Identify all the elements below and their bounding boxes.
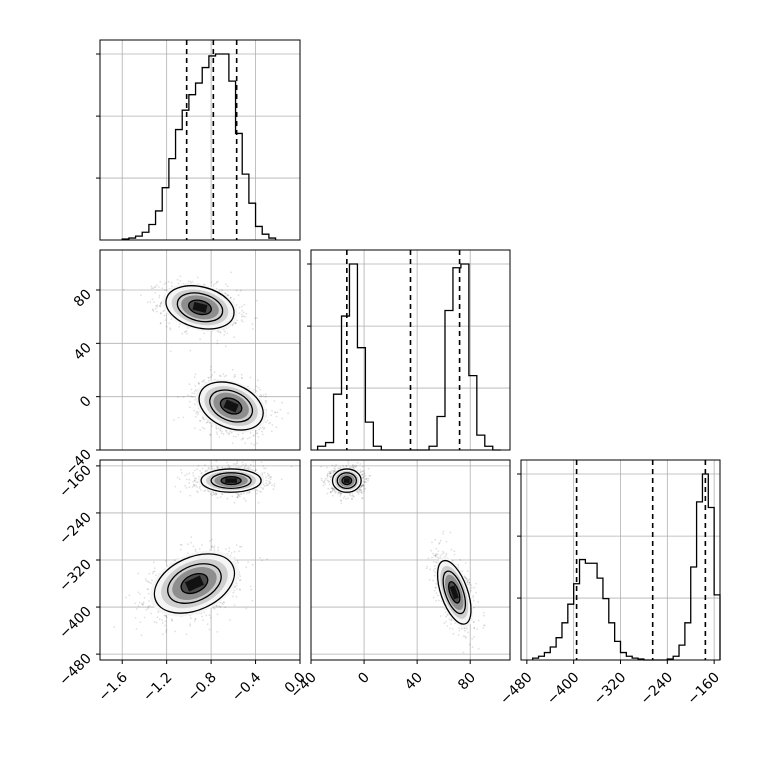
- x-tick-label: 40: [402, 670, 426, 694]
- axes-frame: [310, 459, 511, 661]
- contour-line: [436, 559, 472, 625]
- density-core: [184, 575, 205, 592]
- contour-line: [210, 472, 252, 489]
- x-tick-label: 80: [455, 670, 479, 694]
- contour-line: [167, 563, 222, 604]
- density-panel-0-2: [99, 459, 301, 661]
- contour-line: [331, 468, 362, 493]
- x-tick-label: −0.4: [229, 669, 264, 704]
- contour-line: [188, 299, 212, 316]
- contour-line: [180, 573, 209, 595]
- density-core: [225, 478, 237, 483]
- contour-line: [198, 381, 264, 431]
- contour-line: [220, 476, 242, 486]
- density-panel-0-1: [99, 249, 301, 451]
- y-tick-label: −240: [56, 509, 95, 548]
- contour-line: [448, 581, 461, 604]
- density-panel-1-2: [310, 459, 511, 661]
- x-tick-label: −1.2: [140, 670, 175, 705]
- y-tick-label: 0: [77, 393, 95, 411]
- density-core: [192, 301, 208, 313]
- axes-frame: [99, 39, 301, 241]
- histogram-step: [121, 53, 277, 240]
- y-tick-label: 80: [71, 287, 95, 311]
- contour-line: [176, 292, 224, 323]
- contour-line: [219, 397, 243, 415]
- x-tick-label: −1.6: [96, 669, 131, 704]
- x-tick-label: −160: [684, 670, 723, 709]
- contour-line: [153, 553, 236, 614]
- y-tick-label: 40: [71, 340, 95, 364]
- axes-frame: [310, 249, 511, 451]
- contour-line: [209, 389, 254, 423]
- contour-line: [165, 285, 235, 330]
- axes-frame: [99, 249, 301, 451]
- contour-line: [341, 476, 353, 486]
- y-tick-label: −320: [56, 557, 95, 596]
- x-tick-label: −400: [544, 670, 583, 709]
- x-tick-label: −0.8: [185, 670, 220, 705]
- x-tick-label: −320: [591, 670, 630, 709]
- histogram-panel-0: [96, 39, 301, 241]
- contour-line: [200, 468, 262, 493]
- y-tick-label: −400: [56, 604, 95, 643]
- histogram-step: [316, 263, 501, 451]
- contour-line: [442, 570, 467, 615]
- histogram-step: [532, 473, 721, 661]
- density-core: [344, 478, 350, 483]
- histogram-panel-2: [517, 459, 721, 661]
- x-tick-label: −480: [497, 670, 536, 709]
- x-tick-label: −240: [638, 670, 677, 709]
- y-tick-label: −480: [56, 651, 95, 690]
- density-core: [449, 585, 459, 600]
- x-tick-label: 0: [355, 670, 373, 688]
- density-core: [223, 399, 239, 413]
- histogram-panel-1: [307, 249, 511, 451]
- contour-line: [336, 472, 358, 489]
